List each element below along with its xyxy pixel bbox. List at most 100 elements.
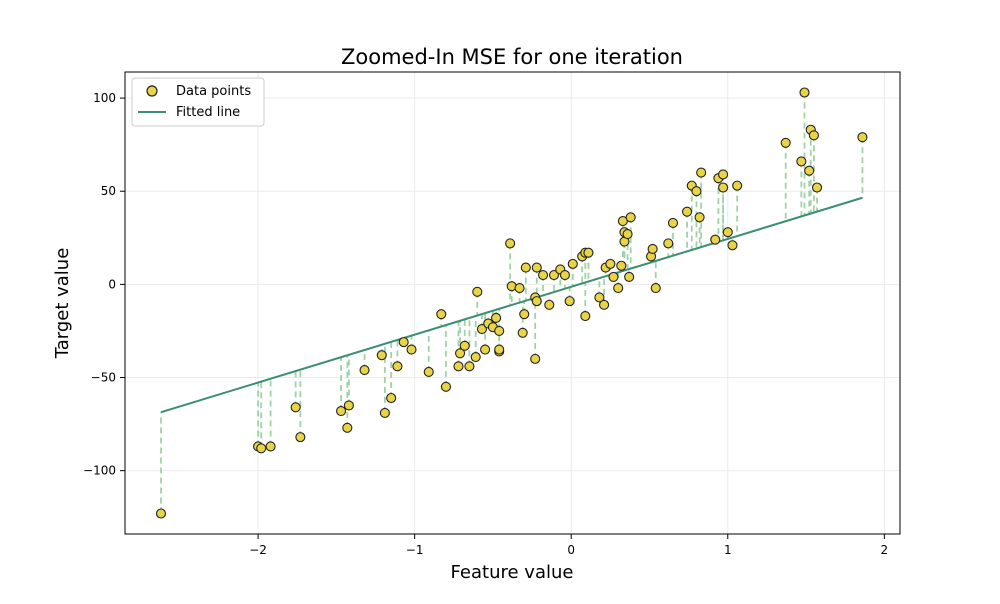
data-point — [494, 344, 505, 355]
data-point — [696, 167, 707, 178]
legend: Data points Fitted line — [131, 77, 265, 127]
data-point — [718, 169, 729, 180]
data-point — [459, 340, 470, 351]
data-point — [537, 270, 549, 281]
data-point — [594, 292, 605, 303]
data-point — [336, 405, 347, 417]
data-point — [265, 441, 276, 452]
data-point — [682, 206, 693, 217]
data-point — [519, 309, 530, 320]
data-point — [624, 271, 635, 282]
data-point — [376, 350, 387, 361]
data-point — [295, 432, 306, 443]
data-point — [799, 87, 810, 98]
axes-frame — [124, 71, 901, 535]
data-point — [530, 353, 541, 364]
x-tick-label: 0 — [567, 543, 575, 557]
data-point — [406, 344, 417, 355]
data-point — [436, 309, 447, 320]
data-point — [616, 260, 627, 271]
data-point — [505, 238, 516, 249]
data-point — [155, 508, 167, 519]
data-point — [386, 392, 397, 404]
data-point — [625, 212, 636, 223]
data-point — [453, 361, 464, 372]
data-point — [804, 165, 815, 176]
data-point — [691, 186, 702, 197]
legend-marker-data-points — [146, 85, 158, 97]
data-point — [398, 337, 409, 348]
x-tick-label: −2 — [249, 543, 267, 557]
data-point — [796, 156, 807, 167]
data-point — [359, 365, 370, 376]
y-axis-ticks: −100 −50 0 50 100 — [83, 91, 125, 478]
data-points-layer — [155, 87, 868, 519]
data-point — [647, 243, 658, 255]
data-point — [472, 286, 483, 297]
fitted-line-layer — [160, 196, 863, 414]
fitted-line — [160, 196, 863, 414]
data-point — [608, 271, 619, 282]
legend-label-data-points: Data points — [176, 84, 251, 99]
data-point — [440, 381, 452, 392]
data-point — [694, 212, 705, 223]
data-point — [580, 310, 591, 322]
data-point — [663, 238, 674, 249]
data-point — [514, 283, 525, 294]
data-point — [727, 240, 738, 251]
data-point — [423, 366, 434, 377]
data-point — [599, 299, 610, 310]
data-point — [667, 217, 679, 228]
y-tick-label: −100 — [83, 464, 116, 478]
data-point — [455, 348, 466, 359]
data-point — [857, 132, 868, 143]
data-point — [517, 327, 528, 338]
y-axis-label: Target value — [52, 248, 73, 360]
data-point — [392, 361, 403, 372]
data-point — [650, 283, 661, 294]
data-point — [811, 182, 823, 193]
data-point — [583, 247, 594, 258]
data-point — [491, 312, 502, 323]
data-point — [343, 400, 354, 411]
data-point — [780, 137, 791, 148]
data-point — [567, 258, 578, 269]
data-point — [494, 325, 505, 336]
data-point — [559, 270, 570, 281]
x-tick-label: −1 — [406, 543, 424, 557]
y-tick-label: 100 — [93, 91, 116, 105]
y-tick-label: 50 — [101, 184, 116, 198]
data-point — [622, 229, 633, 240]
data-point — [290, 402, 301, 413]
data-point — [480, 344, 491, 355]
data-point — [544, 299, 555, 310]
x-axis-ticks: −2 −1 0 1 2 — [249, 534, 888, 557]
data-point — [722, 227, 733, 238]
data-point — [470, 351, 481, 363]
legend-box — [131, 77, 265, 127]
data-point — [710, 234, 721, 245]
data-point — [476, 324, 488, 335]
data-point — [520, 262, 531, 273]
y-tick-label: −50 — [91, 371, 116, 385]
data-point — [379, 407, 390, 418]
data-point — [464, 361, 475, 372]
data-point — [548, 270, 560, 281]
data-point — [613, 283, 624, 294]
x-axis-label: Feature value — [451, 562, 574, 583]
data-point — [256, 443, 267, 454]
data-point — [605, 258, 616, 269]
x-tick-label: 1 — [724, 543, 732, 557]
data-point — [718, 182, 729, 193]
chart-title: Zoomed-In MSE for one iteration — [341, 45, 683, 69]
data-point — [564, 296, 575, 307]
data-point — [808, 130, 819, 141]
data-point — [531, 296, 542, 307]
data-point — [732, 180, 743, 191]
legend-label-fitted-line: Fitted line — [176, 105, 240, 120]
data-point — [342, 422, 353, 433]
data-point — [531, 262, 542, 273]
x-tick-label: 2 — [881, 543, 889, 557]
